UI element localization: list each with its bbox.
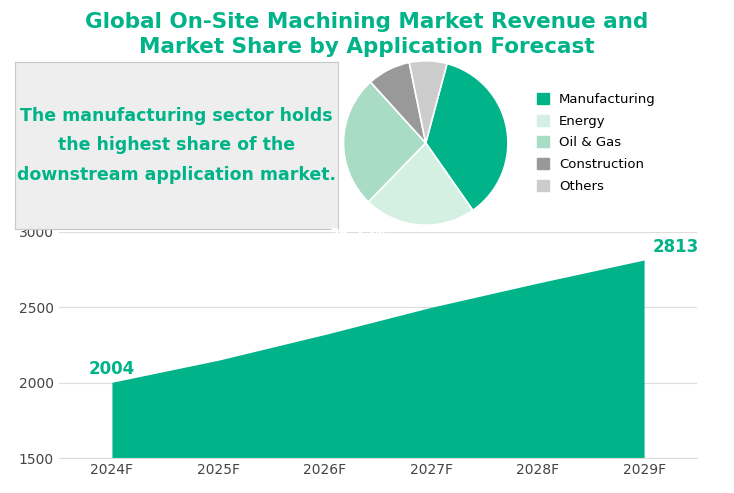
Wedge shape — [368, 143, 473, 225]
Text: 2004: 2004 — [89, 360, 135, 378]
Wedge shape — [371, 63, 426, 143]
Wedge shape — [410, 61, 447, 143]
Legend: Market Revenue (Million USD): Market Revenue (Million USD) — [65, 197, 284, 220]
Text: Market Share by Application Forecast: Market Share by Application Forecast — [139, 37, 595, 57]
Text: 2813: 2813 — [653, 238, 699, 256]
Text: The manufacturing sector holds
the highest share of the
downstream application m: The manufacturing sector holds the highe… — [17, 107, 335, 183]
Wedge shape — [426, 64, 508, 211]
Wedge shape — [344, 82, 426, 202]
Text: Global On-Site Machining Market Revenue and: Global On-Site Machining Market Revenue … — [85, 12, 649, 33]
Text: 36.12%: 36.12% — [330, 228, 390, 243]
Legend: Manufacturing, Energy, Oil & Gas, Construction, Others: Manufacturing, Energy, Oil & Gas, Constr… — [531, 88, 661, 198]
